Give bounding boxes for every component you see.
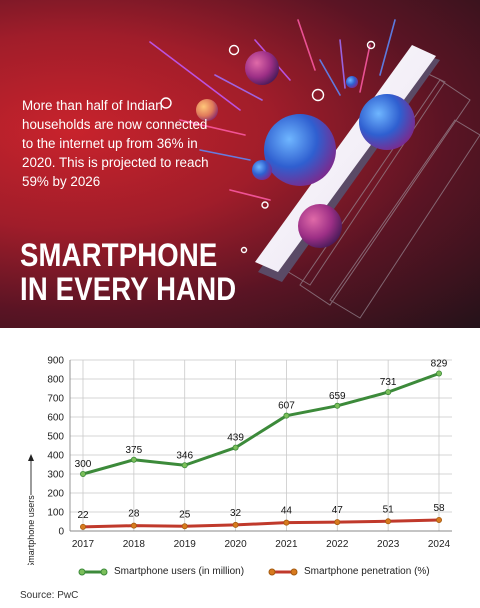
data-label-penetration: 44	[281, 506, 293, 517]
source-note: Source: PwC	[20, 590, 79, 601]
x-tick-label: 2023	[377, 539, 400, 550]
headline-line-2: IN EVERY HAND	[20, 271, 237, 307]
y-axis-label: Smartphone users	[26, 495, 36, 565]
hero-banner: More than half of Indian households are …	[0, 0, 480, 328]
y-tick-label: 500	[47, 432, 64, 443]
x-tick-label: 2018	[123, 539, 146, 550]
y-tick-label: 100	[47, 508, 64, 519]
series-line-penetration	[82, 518, 440, 529]
chart-grid	[69, 359, 452, 532]
point-penetration	[80, 523, 87, 530]
point-users	[334, 402, 341, 409]
point-penetration	[385, 518, 392, 525]
legend-penetration: Smartphone penetration (%)	[268, 566, 430, 577]
point-penetration	[181, 523, 188, 530]
point-users	[80, 470, 87, 477]
y-tick-label: 600	[47, 413, 64, 424]
data-labels: 300 375 346 439 607 659 731 829 22 28 25 32 44 47 51 58	[75, 358, 448, 520]
y-tick-label: 0	[58, 527, 64, 538]
x-tick-label: 2022	[326, 539, 349, 550]
x-tick-label: 2020	[224, 539, 247, 550]
y-tick-label: 400	[47, 451, 64, 462]
intro-text: More than half of Indian households are …	[22, 98, 209, 189]
data-label-penetration: 32	[230, 508, 242, 519]
data-label-penetration: 22	[77, 510, 89, 521]
x-tick-label: 2021	[275, 539, 298, 550]
legend-users-label: Smartphone users (in million)	[114, 566, 245, 577]
legend-users: Smartphone users (in million)	[78, 566, 244, 577]
point-penetration	[435, 516, 442, 523]
x-tick-label: 2024	[428, 539, 451, 550]
headline-line-1: SMARTPHONE	[20, 237, 218, 273]
series-lines	[80, 370, 442, 530]
point-penetration	[283, 519, 290, 526]
data-label-users: 731	[380, 377, 397, 388]
legend-users-swatch	[78, 568, 108, 575]
legend-penetration-swatch	[268, 568, 298, 575]
x-tick-label: 2017	[72, 539, 95, 550]
point-penetration	[334, 519, 341, 526]
y-tick-label: 900	[47, 356, 64, 367]
point-users	[232, 444, 239, 451]
data-label-penetration: 58	[433, 503, 445, 514]
point-users	[181, 462, 188, 469]
data-label-users: 829	[431, 358, 448, 369]
y-tick-label: 800	[47, 375, 64, 386]
data-label-penetration: 47	[332, 505, 344, 516]
y-tick-label: 300	[47, 470, 64, 481]
data-label-users: 375	[126, 445, 143, 456]
y-axis-arrowhead	[28, 454, 34, 461]
point-users	[283, 412, 290, 419]
x-tick-label: 2019	[174, 539, 197, 550]
y-tick-label: 200	[47, 489, 64, 500]
data-label-users: 659	[329, 391, 346, 402]
point-users	[385, 389, 392, 396]
y-axis-ticks: 0 100 200 300 400 500 600 700 800 900	[47, 356, 64, 538]
legend-penetration-label: Smartphone penetration (%)	[304, 566, 430, 577]
point-penetration	[232, 521, 239, 528]
point-penetration	[130, 522, 137, 529]
data-label-users: 346	[176, 450, 193, 461]
x-axis-ticks: 2017 2018 2019 2020 2021 2022 2023 2024	[72, 539, 451, 550]
y-tick-label: 700	[47, 394, 64, 405]
data-label-users: 607	[278, 401, 295, 412]
point-users	[435, 370, 442, 377]
phone-illustration	[149, 19, 480, 319]
data-label-penetration: 28	[128, 509, 140, 520]
point-users	[130, 456, 137, 463]
data-label-users: 439	[227, 433, 244, 444]
data-label-users: 300	[75, 459, 92, 470]
headline: SMARTPHONE IN EVERY HAND	[20, 238, 236, 306]
data-label-penetration: 51	[383, 504, 395, 515]
series-line-users	[82, 372, 440, 476]
data-label-penetration: 25	[179, 509, 191, 520]
